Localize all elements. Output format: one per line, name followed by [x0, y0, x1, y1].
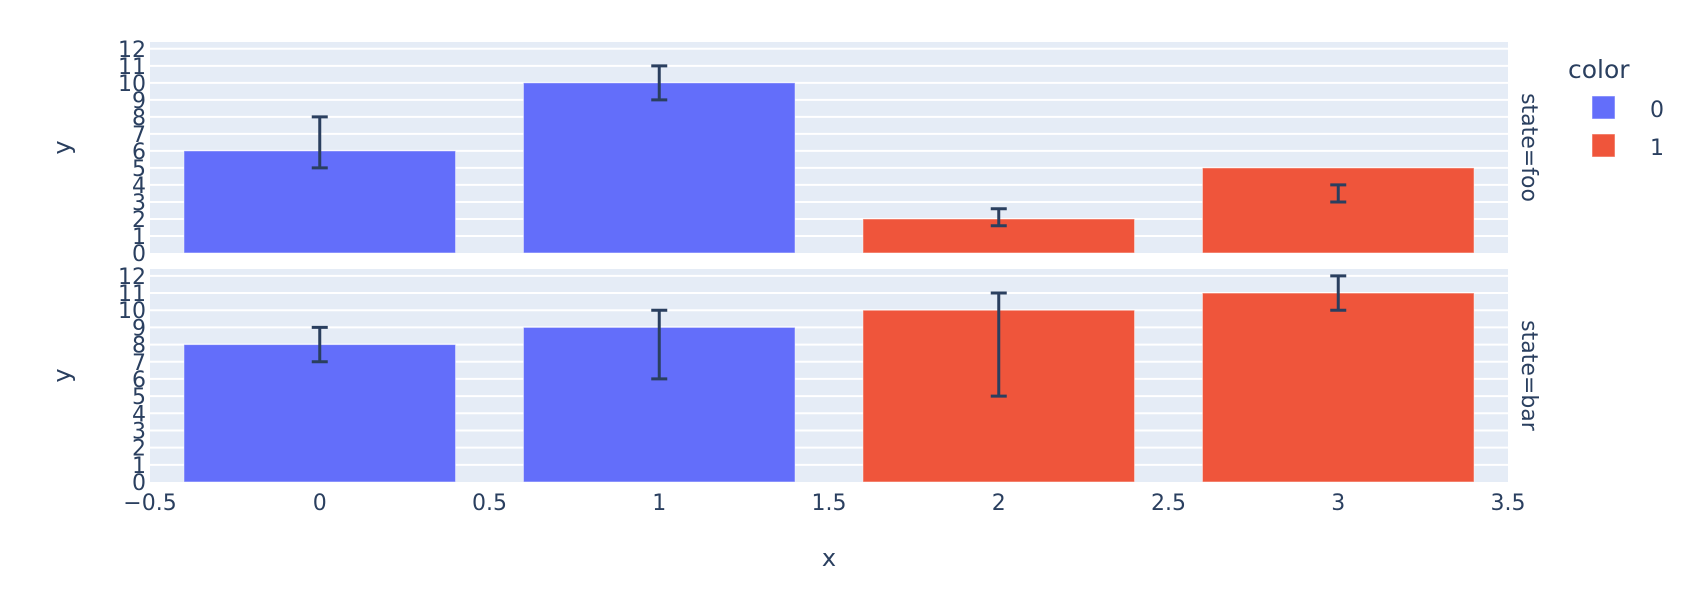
legend-swatch-1 — [1591, 133, 1616, 158]
y-tick-label: 11 — [118, 282, 146, 307]
y-tick-label: 9 — [132, 316, 146, 341]
y-tick-label: 6 — [132, 368, 146, 393]
y-tick-label: 5 — [132, 157, 146, 182]
y-axis-title: y — [48, 140, 76, 154]
error-bar — [990, 291, 1007, 398]
x-tick-label: 1 — [652, 491, 666, 516]
bar[interactable] — [1201, 167, 1475, 254]
error-bar — [1330, 183, 1347, 204]
error-bar — [651, 308, 668, 381]
y-axis-title: y — [48, 368, 76, 382]
y-tick-label: 3 — [132, 191, 146, 216]
legend-swatch-0 — [1591, 95, 1616, 120]
facet-label: state=bar — [1516, 320, 1541, 432]
legend-label-1: 1 — [1650, 136, 1664, 161]
facet-label: state=foo — [1516, 93, 1541, 202]
y-tick-label: 2 — [132, 208, 146, 233]
legend-label-0: 0 — [1650, 98, 1664, 123]
bar[interactable] — [522, 82, 796, 254]
legend[interactable]: color 0 1 — [1568, 55, 1664, 161]
x-tick-label: 2 — [992, 491, 1006, 516]
y-tick-label: 0 — [132, 242, 146, 267]
y-tick-label: 3 — [132, 419, 146, 444]
y-tick-label: 5 — [132, 385, 146, 410]
error-bar — [311, 115, 328, 170]
x-tick-label: 3.5 — [1491, 491, 1526, 516]
y-tick-label: 1 — [132, 225, 146, 250]
y-tick-label: 7 — [132, 123, 146, 148]
bar[interactable] — [1201, 292, 1475, 483]
x-tick-label: 3 — [1331, 491, 1345, 516]
x-axis-title: x — [822, 544, 836, 572]
y-tick-label: 4 — [132, 402, 146, 427]
y-tick-label: 11 — [118, 55, 146, 80]
y-tick-label: 4 — [132, 174, 146, 199]
x-tick-label: 0 — [313, 491, 327, 516]
error-bar — [651, 64, 668, 102]
bar[interactable] — [183, 344, 457, 483]
y-tick-label: 10 — [118, 72, 146, 97]
legend-title: color — [1568, 55, 1630, 84]
x-tick-label: 0.5 — [472, 491, 507, 516]
legend-item-1[interactable]: 1 — [1591, 133, 1664, 161]
error-bar — [990, 207, 1007, 228]
error-bar — [311, 325, 328, 364]
error-bar — [1330, 274, 1347, 312]
x-tick-label: −0.5 — [123, 491, 176, 516]
x-axis: −0.5 0 0.5 1 1.5 2 2.5 3 3.5 — [123, 491, 1525, 516]
y-tick-label: 1 — [132, 454, 146, 479]
x-tick-label: 2.5 — [1151, 491, 1186, 516]
y-tick-label: 10 — [118, 299, 146, 324]
y-tick-label: 9 — [132, 89, 146, 114]
y-tick-label: 2 — [132, 437, 146, 462]
y-tick-label: 8 — [132, 106, 146, 131]
y-tick-label: 8 — [132, 334, 146, 359]
y-tick-label: 6 — [132, 140, 146, 165]
y-tick-label: 12 — [118, 265, 146, 290]
legend-item-0[interactable]: 0 — [1591, 95, 1664, 123]
x-tick-label: 1.5 — [812, 491, 847, 516]
y-tick-label: 7 — [132, 351, 146, 376]
y-tick-label: 12 — [118, 38, 146, 63]
y-tick-label: 0 — [132, 471, 146, 496]
